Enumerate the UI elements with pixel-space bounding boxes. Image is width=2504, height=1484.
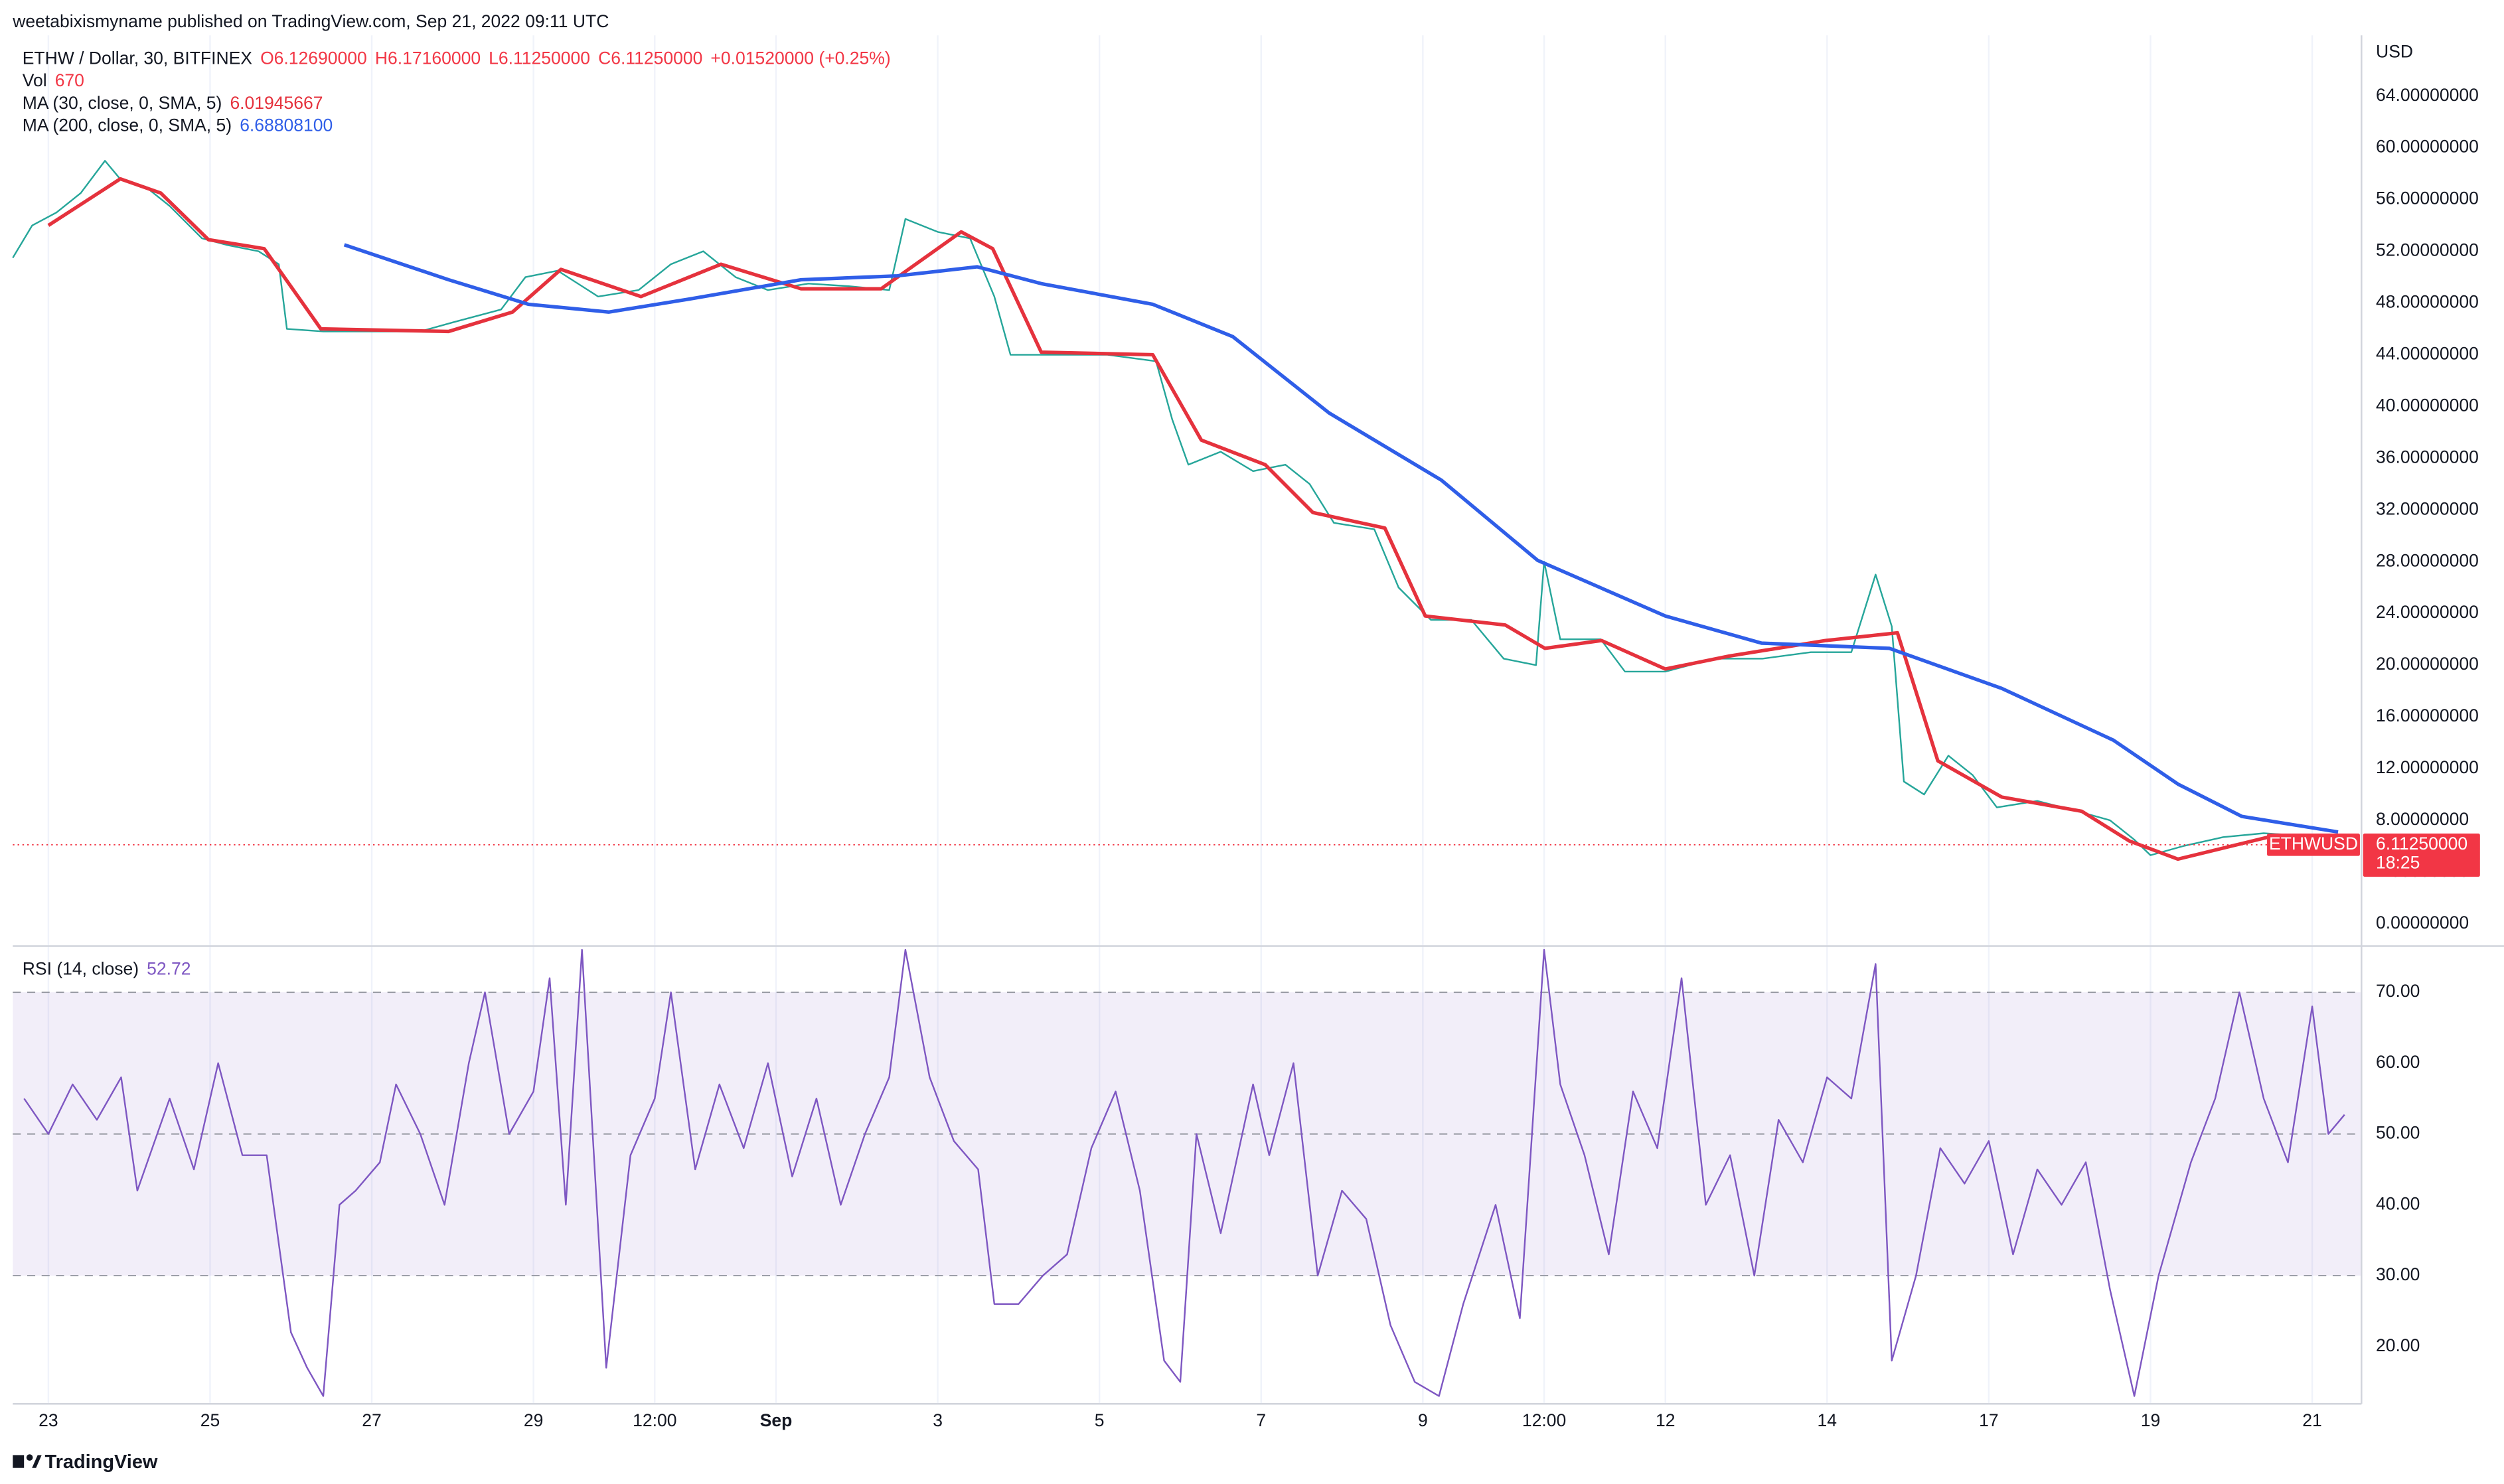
- symbol-tag: [2267, 833, 2360, 856]
- ohlc-close: C6.11250000: [598, 48, 702, 68]
- y-tick-label: 20.00000000: [2376, 654, 2479, 674]
- y-tick-label: 28.00000000: [2376, 550, 2479, 570]
- volume-value: 670: [55, 70, 84, 90]
- x-tick-label: 7: [1256, 1410, 1266, 1430]
- ma30-name: MA (30, close, 0, SMA, 5): [23, 93, 222, 113]
- x-tick-label: 12:00: [633, 1410, 676, 1430]
- bands: [13, 992, 2362, 1277]
- logo-part: [13, 1455, 25, 1468]
- ma30-value: 6.01945667: [230, 93, 323, 113]
- ma200-name: MA (200, close, 0, SMA, 5): [23, 115, 232, 135]
- symbol-label: ETHWUSD: [2269, 834, 2358, 853]
- rsi-line: [23, 948, 2345, 1397]
- ohlc-low: L6.11250000: [489, 48, 590, 68]
- y-tick-label: 12.00000000: [2376, 757, 2479, 777]
- y-tick-label: 0.00000000: [2376, 913, 2469, 932]
- price-tag-label: 6.11250000: [2376, 834, 2467, 853]
- x-tick-label: 14: [1818, 1410, 1838, 1430]
- y-tick-label: 60.00000000: [2376, 137, 2479, 157]
- rsi-name: RSI (14, close): [23, 959, 139, 979]
- legend-ma30: MA (30, close, 0, SMA, 5) 6.01945667: [23, 93, 323, 113]
- ohlc-change: +0.01520000 (+0.25%): [710, 48, 890, 68]
- publisher-line: weetabixismyname published on TradingVie…: [12, 11, 609, 31]
- logo-part: [26, 1454, 33, 1461]
- currency: USD: [2376, 42, 2413, 62]
- x-tick-label: 29: [524, 1410, 544, 1430]
- x-tick-label: 23: [39, 1410, 58, 1430]
- legend-volume: Vol 670: [23, 70, 84, 90]
- y-tick-label: 70.00: [2376, 981, 2420, 1001]
- logo-part: [32, 1455, 42, 1468]
- y-tick-label: 20.00: [2376, 1335, 2420, 1355]
- price-tag: [2363, 833, 2480, 877]
- symbol-title: ETHW / Dollar, 30, BITFINEX: [23, 48, 253, 68]
- x-tick-label: 17: [1979, 1410, 1999, 1430]
- x-tick-label: 12: [1656, 1410, 1676, 1430]
- legend-rsi: RSI (14, close) 52.72: [23, 959, 191, 979]
- x-tick-label: Sep: [760, 1410, 793, 1430]
- x-tick-label: 25: [200, 1410, 220, 1430]
- ohlc-open: O6.12690000: [260, 48, 367, 68]
- y-tick-label: 30.00: [2376, 1264, 2420, 1284]
- brand-logo: TradingView: [13, 1451, 158, 1473]
- grid: [47, 35, 2313, 1404]
- y-tick-label: 50.00: [2376, 1123, 2420, 1143]
- legend-main: ETHW / Dollar, 30, BITFINEX O6.12690000 H6…: [23, 48, 891, 68]
- x-tick-label: 12:00: [1522, 1410, 1566, 1430]
- y-tick-label: 56.00000000: [2376, 188, 2479, 208]
- brand-name: TradingView: [45, 1451, 158, 1473]
- y-tick-label: 40.00000000: [2376, 395, 2479, 415]
- countdown-label: 18:25: [2376, 853, 2420, 873]
- x-tick-label: 9: [1418, 1410, 1428, 1430]
- rsi-value: 52.72: [147, 959, 191, 979]
- ma200-value: 6.68808100: [240, 115, 333, 135]
- x-tick-label: 21: [2302, 1410, 2322, 1430]
- ma-line: [343, 243, 2339, 834]
- volume-name: Vol: [23, 70, 47, 90]
- price-line: [12, 160, 2345, 856]
- y-tick-label: 52.00000000: [2376, 240, 2479, 260]
- x-tick-label: 27: [362, 1410, 382, 1430]
- y-tick-label: 8.00000000: [2376, 809, 2469, 829]
- ohlc-high: H6.17160000: [375, 48, 481, 68]
- labels: 0.000000004.000000008.0000000012.0000000…: [39, 85, 2480, 1430]
- x-tick-label: 5: [1095, 1410, 1105, 1430]
- y-tick-label: 24.00000000: [2376, 602, 2479, 622]
- y-tick-label: 32.00000000: [2376, 498, 2479, 518]
- y-tick-label: 44.00000000: [2376, 344, 2479, 364]
- y-tick-label: 36.00000000: [2376, 447, 2479, 467]
- legend-ma200: MA (200, close, 0, SMA, 5) 6.68808100: [23, 115, 333, 135]
- x-tick-label: 3: [933, 1410, 943, 1430]
- ma-line: [47, 177, 2274, 861]
- y-tick-label: 64.00000000: [2376, 85, 2479, 105]
- x-tick-label: 19: [2141, 1410, 2161, 1430]
- y-tick-label: 40.00: [2376, 1193, 2420, 1213]
- y-tick-label: 48.00000000: [2376, 292, 2479, 312]
- y-tick-label: 60.00: [2376, 1052, 2420, 1072]
- y-tick-label: 16.00000000: [2376, 705, 2479, 725]
- marks: [12, 160, 2362, 1397]
